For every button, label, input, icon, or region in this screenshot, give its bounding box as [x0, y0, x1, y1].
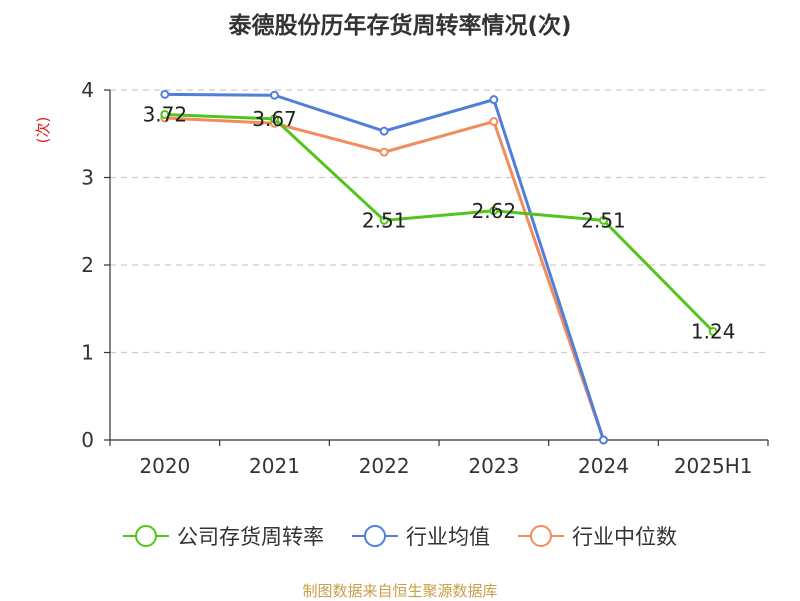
axes: 0 1 2 3 4 2020 2021 2022 2023 2024 2025H1 (次) [34, 78, 769, 478]
legend-item-company[interactable]: 公司存货周转率 [123, 521, 324, 551]
legend: 公司存货周转率 行业均值 行业中位数 [0, 518, 800, 554]
data-point [379, 126, 389, 136]
data-point [599, 215, 608, 225]
data-labels: 3.72 3.67 2.51 2.62 2.51 1.24 [143, 103, 736, 344]
legend-label: 行业均值 [406, 525, 490, 549]
data-point [160, 89, 170, 99]
series-line [164, 116, 605, 441]
data-point [379, 147, 389, 157]
series-lines [160, 89, 718, 445]
y-tick-label: 3 [81, 166, 94, 190]
y-tick-label: 1 [81, 341, 94, 365]
data-point [599, 435, 608, 445]
gridlines [110, 89, 768, 354]
x-tick-label: 2024 [578, 454, 629, 478]
legend-marker-icon [123, 524, 169, 548]
legend-label: 行业中位数 [572, 525, 677, 549]
data-point [160, 110, 170, 119]
y-axis-label: (次) [34, 117, 52, 144]
series-line [164, 92, 605, 441]
data-point [379, 215, 389, 225]
y-tick-label: 2 [81, 253, 94, 277]
legend-label: 公司存货周转率 [177, 525, 324, 549]
x-tick-label: 2023 [468, 454, 519, 478]
source-note: 制图数据来自恒生聚源数据库 [302, 582, 498, 600]
legend-item-industry-median[interactable]: 行业中位数 [518, 521, 677, 551]
series-line [164, 113, 715, 333]
chart-title: 泰德股份历年存货周转率情况(次) [228, 13, 572, 39]
data-point [708, 327, 718, 336]
data-label: 2.62 [472, 199, 517, 223]
data-point [489, 206, 499, 216]
y-tick-label: 0 [81, 428, 94, 452]
data-label: 2.51 [362, 208, 407, 232]
legend-item-industry-mean[interactable]: 行业均值 [352, 521, 490, 551]
data-point [270, 90, 279, 100]
x-tick-label: 2021 [249, 454, 300, 478]
data-label: 3.72 [143, 103, 188, 127]
x-tick-label: 2025H1 [674, 454, 753, 478]
data-point [489, 95, 499, 105]
data-label: 2.51 [581, 208, 626, 232]
legend-marker-icon [518, 524, 564, 548]
data-label: 3.67 [252, 107, 297, 131]
data-point [270, 114, 279, 124]
legend-marker-icon [352, 524, 398, 548]
x-tick-label: 2020 [139, 454, 190, 478]
data-label: 1.24 [691, 320, 736, 344]
x-tick-label: 2022 [359, 454, 410, 478]
y-tick-label: 4 [81, 78, 94, 102]
data-point [489, 117, 499, 126]
